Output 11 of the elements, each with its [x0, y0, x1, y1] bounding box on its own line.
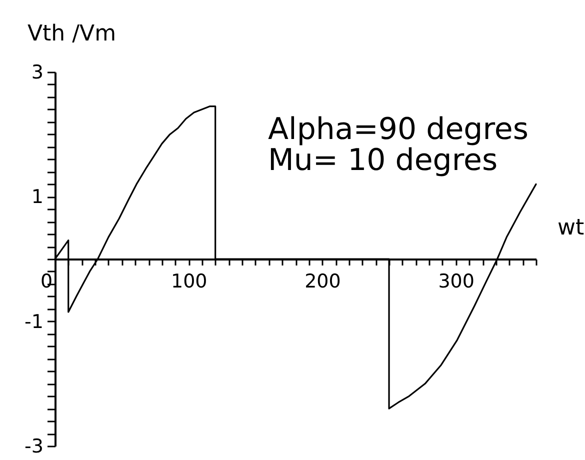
annotation: Alpha=90 degres: [268, 112, 528, 147]
y-tick-label: 3: [31, 62, 44, 84]
x-tick-label: 200: [304, 270, 341, 292]
x-tick-label: 300: [438, 270, 474, 292]
x-tick-label: 0: [40, 270, 53, 292]
y-axis-title: Vth /Vm: [28, 22, 116, 46]
y-tick-label: 1: [31, 186, 44, 208]
x-axis-title: wt: [558, 216, 584, 240]
y-tick-label: -1: [24, 310, 44, 333]
x-tick-label: 100: [170, 270, 208, 292]
y-tick-label: -3: [24, 436, 44, 458]
